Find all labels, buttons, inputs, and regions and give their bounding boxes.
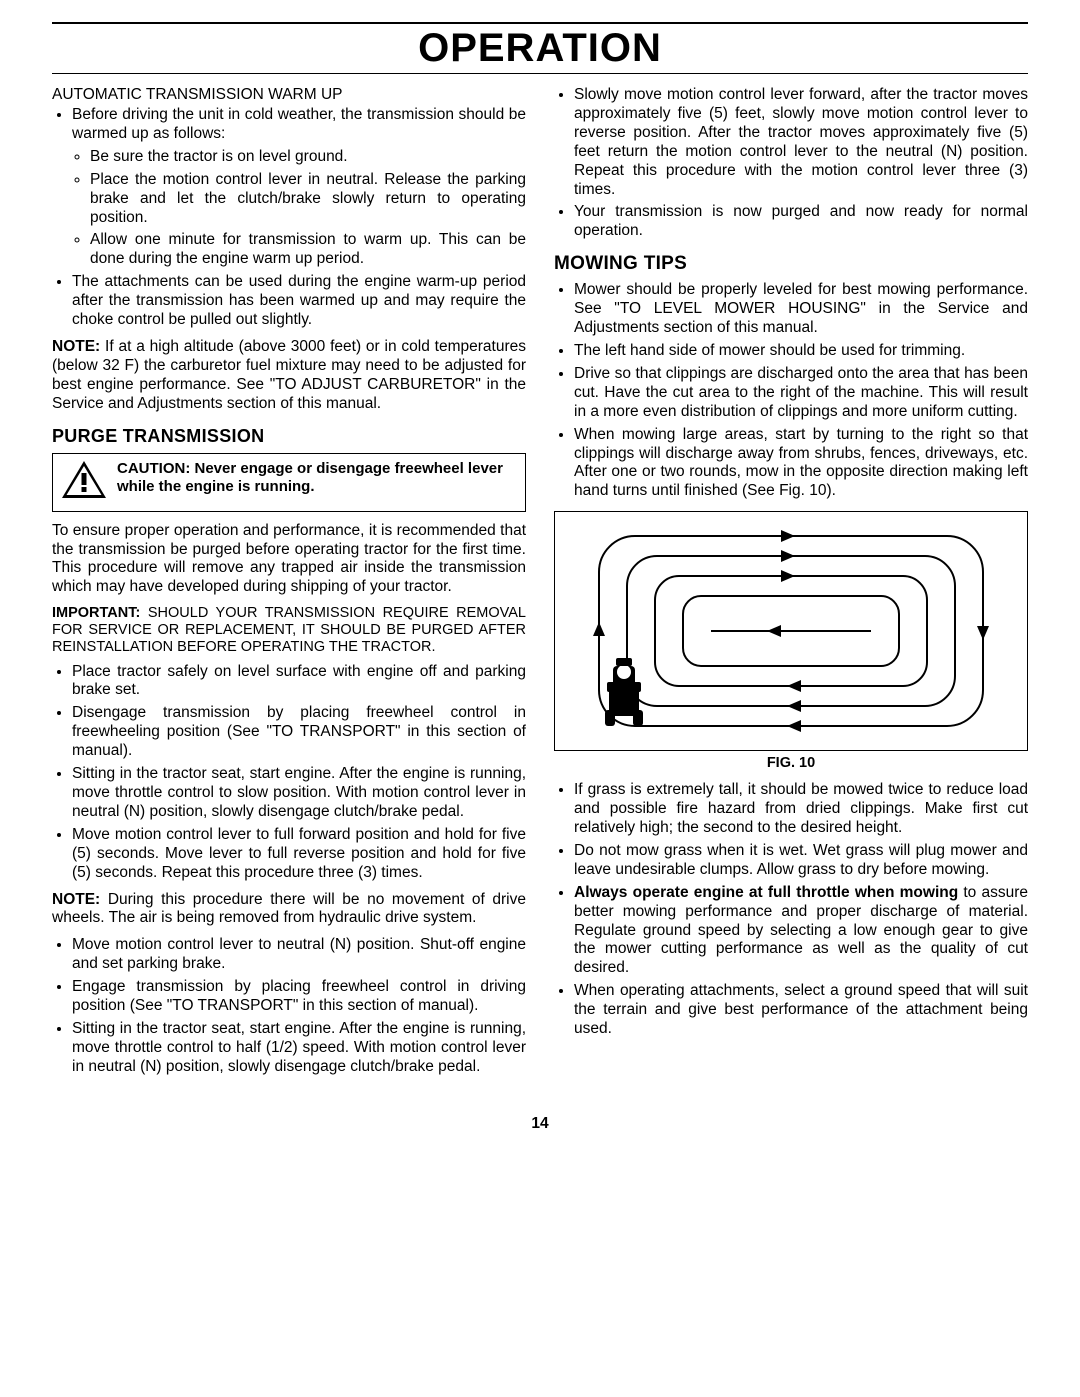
warning-triangle-icon (61, 460, 107, 505)
list-item: Your transmission is now purged and now … (574, 203, 1028, 241)
under-rule (52, 73, 1028, 74)
top-rule (52, 22, 1028, 24)
list-item: Be sure the tractor is on level ground. (90, 148, 526, 167)
list-item: Mower should be properly leveled for bes… (574, 281, 1028, 338)
mowing-list-2: If grass is extremely tall, it should be… (554, 781, 1028, 1039)
note-label: NOTE: (52, 891, 100, 908)
note-label: NOTE: (52, 338, 100, 355)
warmup-heading: AUTOMATIC TRANSMISSION WARM UP (52, 86, 526, 104)
list-item: The attachments can be used during the e… (72, 273, 526, 330)
list-item: If grass is extremely tall, it should be… (574, 781, 1028, 838)
mowing-pattern-diagram (581, 526, 1001, 736)
important-note: IMPORTANT: SHOULD YOUR TRANSMISSION REQU… (52, 605, 526, 656)
main-title: OPERATION (52, 26, 1028, 71)
page: OPERATION AUTOMATIC TRANSMISSION WARM UP… (0, 0, 1080, 1163)
right-column: Slowly move motion control lever forward… (554, 86, 1028, 1085)
caution-label: CAUTION: (117, 460, 190, 477)
list-item: Place tractor safely on level surface wi… (72, 663, 526, 701)
warmup-sublist: Be sure the tractor is on level ground. … (72, 148, 526, 269)
important-label: IMPORTANT: (52, 605, 140, 621)
list-item: Move motion control lever to full forwar… (72, 826, 526, 883)
two-column-layout: AUTOMATIC TRANSMISSION WARM UP Before dr… (52, 86, 1028, 1085)
note-altitude: NOTE: If at a high altitude (above 3000 … (52, 338, 526, 414)
list-item: Engage transmission by placing freewheel… (72, 978, 526, 1016)
page-number: 14 (52, 1115, 1028, 1133)
list-item: Disengage transmission by placing freewh… (72, 704, 526, 761)
list-item: Always operate engine at full throttle w… (574, 884, 1028, 979)
list-item: The left hand side of mower should be us… (574, 342, 1028, 361)
note-body: During this procedure there will be no m… (52, 891, 526, 927)
list-item: Move motion control lever to neutral (N)… (72, 936, 526, 974)
note-drive-wheels: NOTE: During this procedure there will b… (52, 891, 526, 929)
list-item: When operating attachments, select a gro… (574, 982, 1028, 1039)
purge-list-2: Move motion control lever to neutral (N)… (52, 936, 526, 1076)
list-item: Before driving the unit in cold weather,… (72, 106, 526, 144)
figure-label: FIG. 10 (554, 755, 1028, 771)
purge-heading: PURGE TRANSMISSION (52, 426, 526, 447)
list-item: Sitting in the tractor seat, start engin… (72, 1020, 526, 1077)
full-throttle-bold: Always operate engine at full throttle w… (574, 884, 958, 901)
caution-box: CAUTION: Never engage or disengage freew… (52, 453, 526, 512)
list-item: Drive so that clippings are discharged o… (574, 365, 1028, 422)
warmup-list: Before driving the unit in cold weather,… (52, 106, 526, 330)
caution-text: CAUTION: Never engage or disengage freew… (117, 460, 517, 496)
list-item: Sitting in the tractor seat, start engin… (72, 765, 526, 822)
list-item: Do not mow grass when it is wet. Wet gra… (574, 842, 1028, 880)
purge-list-1: Place tractor safely on level surface wi… (52, 663, 526, 883)
figure-10-wrap (554, 511, 1028, 751)
left-column: AUTOMATIC TRANSMISSION WARM UP Before dr… (52, 86, 526, 1085)
mowing-tips-heading: MOWING TIPS (554, 253, 1028, 275)
purge-paragraph: To ensure proper operation and performan… (52, 522, 526, 598)
list-item: Slowly move motion control lever forward… (574, 86, 1028, 199)
mowing-list-1: Mower should be properly leveled for bes… (554, 281, 1028, 501)
list-item: Place the motion control lever in neutra… (90, 171, 526, 228)
note-body: If at a high altitude (above 3000 feet) … (52, 338, 526, 412)
purge-continued-list: Slowly move motion control lever forward… (554, 86, 1028, 241)
list-item: When mowing large areas, start by turnin… (574, 426, 1028, 502)
list-item: Allow one minute for transmission to war… (90, 231, 526, 269)
